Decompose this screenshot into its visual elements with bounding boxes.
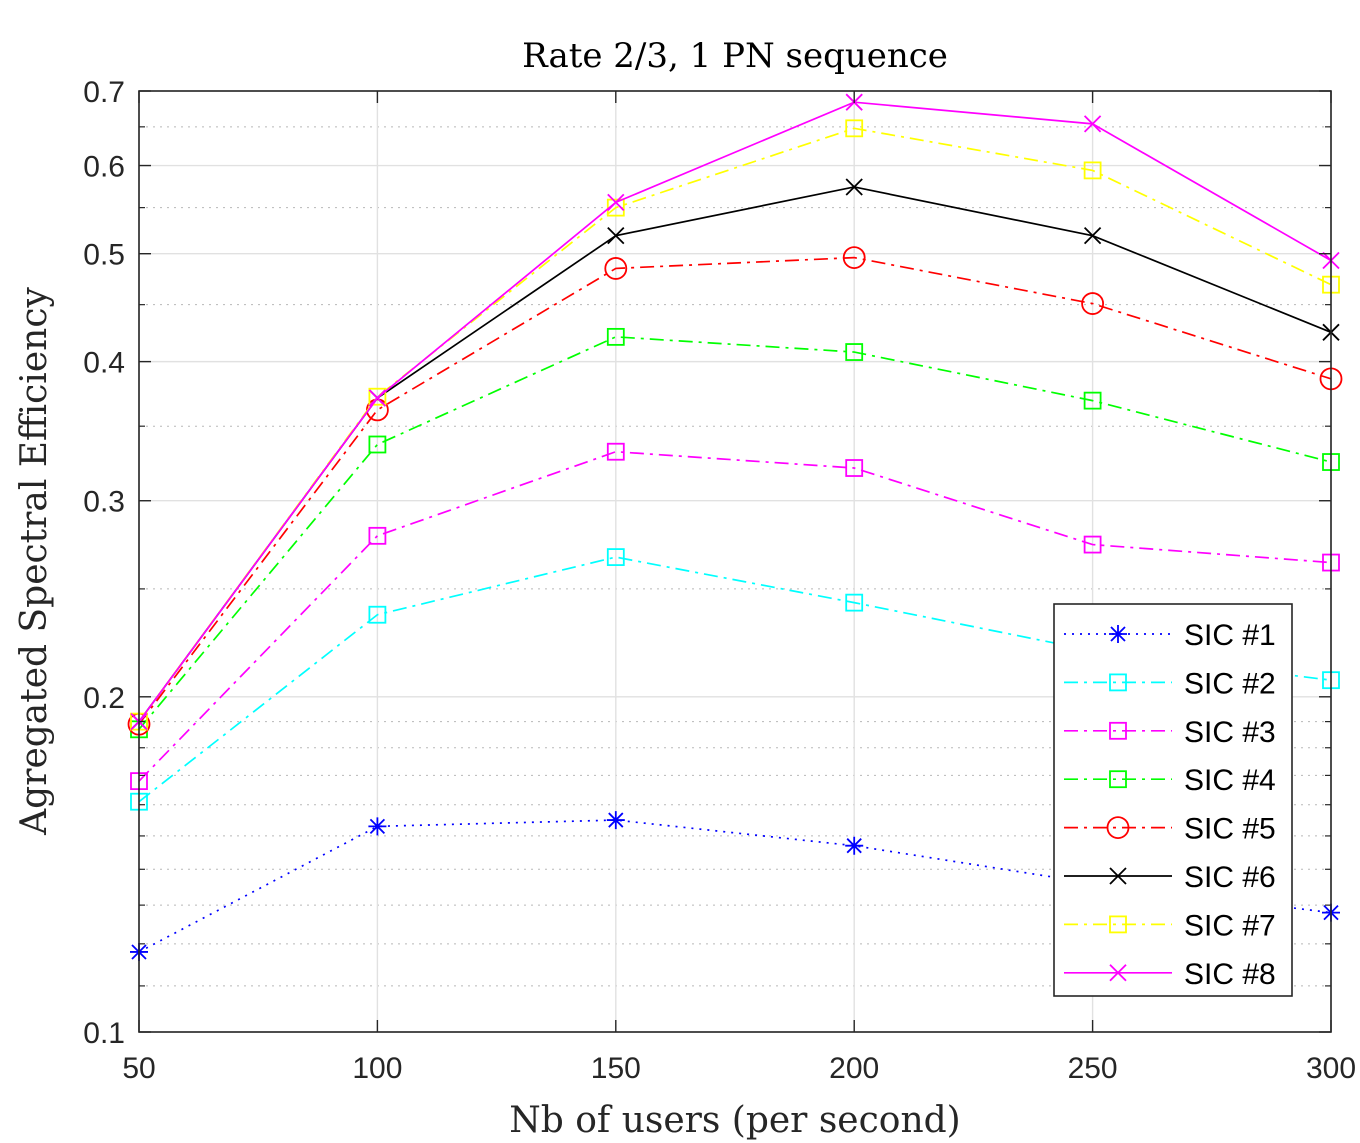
legend-item: SIC #7 — [1064, 909, 1276, 942]
legend-marker — [1106, 816, 1130, 839]
legend: SIC #1 SIC #2 SIC #3 SIC #4 SIC #5 SIC #6 SIC … — [1053, 603, 1293, 997]
series-line — [138, 819, 1332, 953]
legend-item: SIC #8 — [1064, 958, 1276, 991]
x-tick-label: 300 — [1306, 1052, 1356, 1085]
series-3 — [130, 442, 1340, 791]
data-point — [1083, 227, 1102, 245]
y-tick-label: 0.6 — [83, 151, 125, 184]
x-tick-label: 200 — [829, 1052, 879, 1085]
axes-frame — [138, 90, 1332, 1033]
data-point — [606, 327, 625, 346]
y-tick-label: 0.5 — [83, 239, 125, 272]
data-point — [606, 198, 625, 217]
legend-label: SIC #3 — [1184, 716, 1276, 749]
series-layer — [127, 93, 1343, 961]
legend-box — [1053, 603, 1293, 997]
legend-marker — [1109, 673, 1127, 692]
legend-label: SIC #1 — [1184, 619, 1276, 652]
data-point — [607, 193, 625, 212]
data-point — [604, 257, 628, 280]
series-line — [138, 101, 1332, 723]
legend-marker — [1109, 915, 1127, 934]
legend-marker — [1109, 770, 1127, 789]
data-point — [606, 811, 625, 830]
data-point — [845, 119, 864, 138]
y-tick-label: 0.7 — [83, 76, 125, 109]
legend-item: SIC #1 — [1064, 619, 1276, 652]
data-point — [1083, 391, 1102, 410]
legend-marker — [1109, 625, 1127, 643]
data-point — [842, 246, 866, 269]
y-tick-label: 0.4 — [83, 347, 125, 380]
x-tick-label: 50 — [122, 1052, 155, 1085]
series-line — [138, 127, 1332, 723]
legend-label: SIC #7 — [1184, 909, 1276, 942]
y-tick-label: 0.1 — [83, 1017, 125, 1050]
legend-item: SIC #4 — [1064, 764, 1276, 797]
data-point — [607, 227, 625, 245]
data-point — [368, 387, 387, 406]
data-point — [606, 442, 625, 461]
legend-label: SIC #5 — [1184, 813, 1276, 846]
data-point — [368, 605, 387, 624]
data-point — [368, 526, 387, 545]
data-point — [845, 178, 863, 196]
x-tick-label: 150 — [591, 1052, 641, 1085]
x-tick-label: 100 — [352, 1052, 402, 1085]
x-axis-label: Nb of users (per second) — [509, 1100, 960, 1141]
legend-marker — [1109, 964, 1127, 982]
legend-label: SIC #4 — [1184, 764, 1276, 797]
data-point — [1083, 161, 1102, 180]
data-point — [845, 343, 864, 361]
legend-marker — [1109, 721, 1127, 740]
x-tick-label: 250 — [1068, 1052, 1118, 1085]
legend-item: SIC #2 — [1064, 667, 1276, 700]
series-8 — [130, 93, 1340, 731]
data-point — [368, 817, 387, 836]
legend-item: SIC #5 — [1064, 813, 1276, 846]
data-point — [845, 836, 864, 855]
data-point — [845, 459, 864, 477]
legend-label: SIC #8 — [1184, 958, 1276, 991]
ticks: 0.1 0.2 0.3 0.4 0.5 0.6 0.7 50 100 150 200 250 300 — [83, 76, 1356, 1085]
series-line — [138, 256, 1332, 725]
legend-item: SIC #3 — [1064, 716, 1276, 749]
legend-label: SIC #2 — [1184, 667, 1276, 700]
data-point — [368, 435, 387, 454]
legend-label: SIC #6 — [1184, 861, 1276, 894]
data-point — [845, 593, 864, 612]
legend-marker — [1109, 867, 1127, 885]
data-point — [1081, 292, 1104, 315]
y-tick-label: 0.3 — [83, 486, 125, 519]
series-line — [138, 450, 1332, 782]
chart-title: Rate 2/3, 1 PN sequence — [522, 36, 948, 76]
legend-item: SIC #6 — [1064, 861, 1276, 894]
data-point — [1083, 535, 1102, 554]
data-point — [606, 548, 625, 566]
data-point — [1083, 115, 1102, 133]
y-axis-label: Agregated Spectral Efficiency — [14, 287, 55, 836]
data-point — [368, 389, 387, 407]
y-tick-label: 0.2 — [83, 682, 125, 715]
